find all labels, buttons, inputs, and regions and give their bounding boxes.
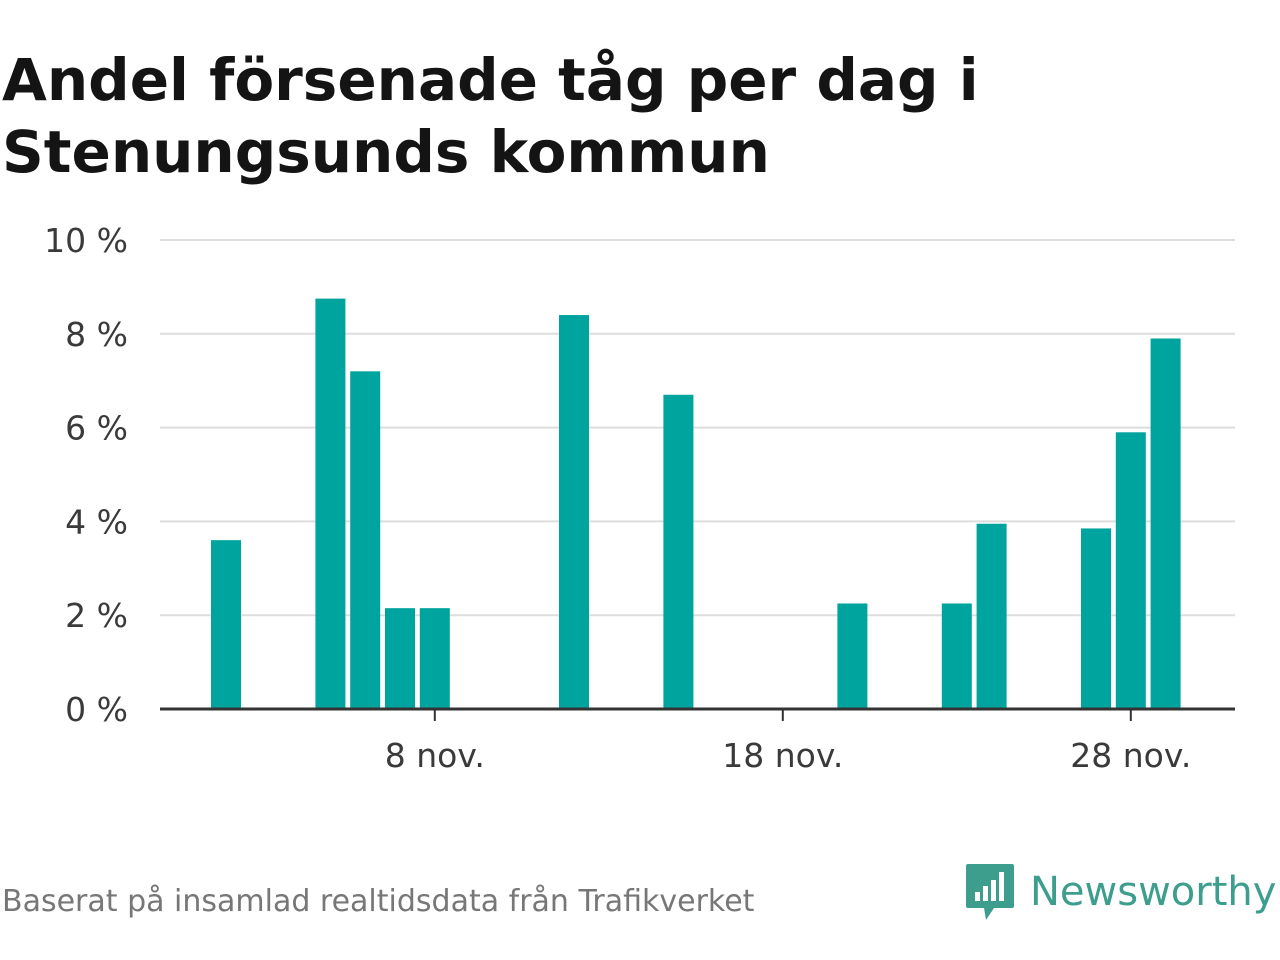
brand-logo: Newsworthy [964, 862, 1276, 922]
chart-title: Andel försenade tåg per dag i Stenungsun… [2, 46, 979, 186]
bar [559, 315, 589, 709]
x-tick-label: 28 nov. [1070, 736, 1191, 775]
bar [350, 371, 381, 709]
bar [941, 603, 972, 709]
x-tick-label: 8 nov. [385, 736, 485, 775]
bars [211, 298, 1181, 709]
source-note: Baserat på insamlad realtidsdata från Tr… [2, 884, 755, 919]
bar [837, 603, 868, 709]
bar [976, 523, 1007, 709]
bar [1081, 528, 1111, 709]
y-tick-label: 6 % [65, 409, 128, 448]
y-tick-label: 8 % [65, 315, 128, 354]
y-tick-label: 4 % [65, 502, 128, 541]
brand-name: Newsworthy [1030, 869, 1277, 915]
bar [315, 298, 346, 709]
bar [1115, 432, 1146, 709]
bar [385, 608, 415, 709]
bar [211, 540, 241, 709]
bar [1150, 338, 1181, 709]
y-tick-label: 2 % [65, 596, 128, 635]
x-tick-label: 18 nov. [722, 736, 843, 775]
bar [419, 608, 450, 709]
chat-bar-chart-icon [966, 864, 1014, 920]
axes: 0 % 2 % 4 % 6 % 8 % 10 % 8 nov. 18 nov. 28 nov. [44, 221, 1235, 775]
bar [663, 394, 694, 709]
y-tick-label: 0 % [65, 690, 128, 729]
y-tick-label: 10 % [44, 221, 128, 260]
